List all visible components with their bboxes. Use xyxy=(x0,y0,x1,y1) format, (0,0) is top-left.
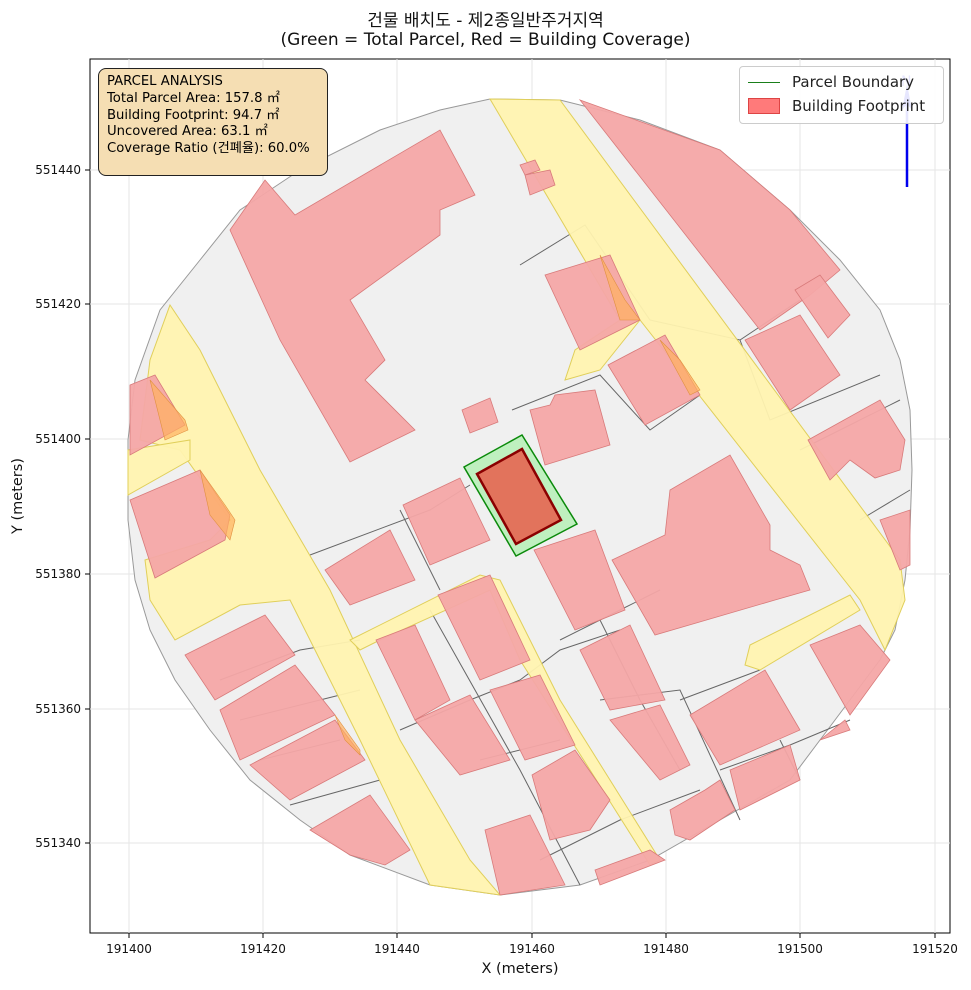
roads xyxy=(127,98,906,896)
legend-label-parcel: Parcel Boundary xyxy=(792,73,915,91)
subject-building-footprint xyxy=(475,447,563,546)
x-tick-label: 191460 xyxy=(509,942,555,956)
info-footprint: Building Footprint: 94.7 ㎡ xyxy=(107,107,280,123)
info-coverage: Coverage Ratio (건폐율): 60.0% xyxy=(107,141,310,157)
y-tick-label: 551360 xyxy=(35,702,81,716)
info-uncovered: Uncovered Area: 63.1 ㎡ xyxy=(107,124,268,140)
x-tick-label: 191500 xyxy=(777,942,823,956)
info-heading: PARCEL ANALYSIS xyxy=(107,74,223,89)
legend-item-parcel: Parcel Boundary xyxy=(748,71,914,93)
y-tick-label: 551380 xyxy=(35,567,81,581)
x-tick-label: 191420 xyxy=(240,942,286,956)
x-tick-label: 191520 xyxy=(912,942,958,956)
legend-label-building: Building Footprint xyxy=(792,97,926,115)
chart-title: 건물 배치도 - 제2종일반주거지역 xyxy=(367,11,604,31)
info-total-area: Total Parcel Area: 157.8 ㎡ xyxy=(107,90,280,106)
y-tick-labels: 551440 551420 551400 551380 551360 55134… xyxy=(35,163,81,850)
x-tick-labels: 191400 191420 191440 191460 191480 19150… xyxy=(106,942,958,956)
y-tick-label: 551400 xyxy=(35,432,81,446)
y-axis-label: Y (meters) xyxy=(10,458,26,535)
y-tick-label: 551440 xyxy=(35,163,81,177)
x-tick-label: 191480 xyxy=(643,942,689,956)
x-tick-label: 191400 xyxy=(106,942,152,956)
x-tick-label: 191440 xyxy=(374,942,420,956)
legend: Parcel Boundary Building Footprint xyxy=(739,66,944,124)
y-tick-label: 551340 xyxy=(35,836,81,850)
context-buildings xyxy=(129,99,911,896)
parcel-analysis-box: PARCEL ANALYSIS Total Parcel Area: 157.8… xyxy=(98,68,328,176)
parcel-line-swatch xyxy=(748,81,780,83)
legend-item-building: Building Footprint xyxy=(748,95,925,117)
building-box-swatch xyxy=(748,98,780,114)
chart-subtitle: (Green = Total Parcel, Red = Building Co… xyxy=(280,30,691,50)
x-axis-label: X (meters) xyxy=(481,961,559,977)
y-tick-label: 551420 xyxy=(35,297,81,311)
overlap-areas xyxy=(149,254,701,756)
tick-marks xyxy=(85,169,936,938)
